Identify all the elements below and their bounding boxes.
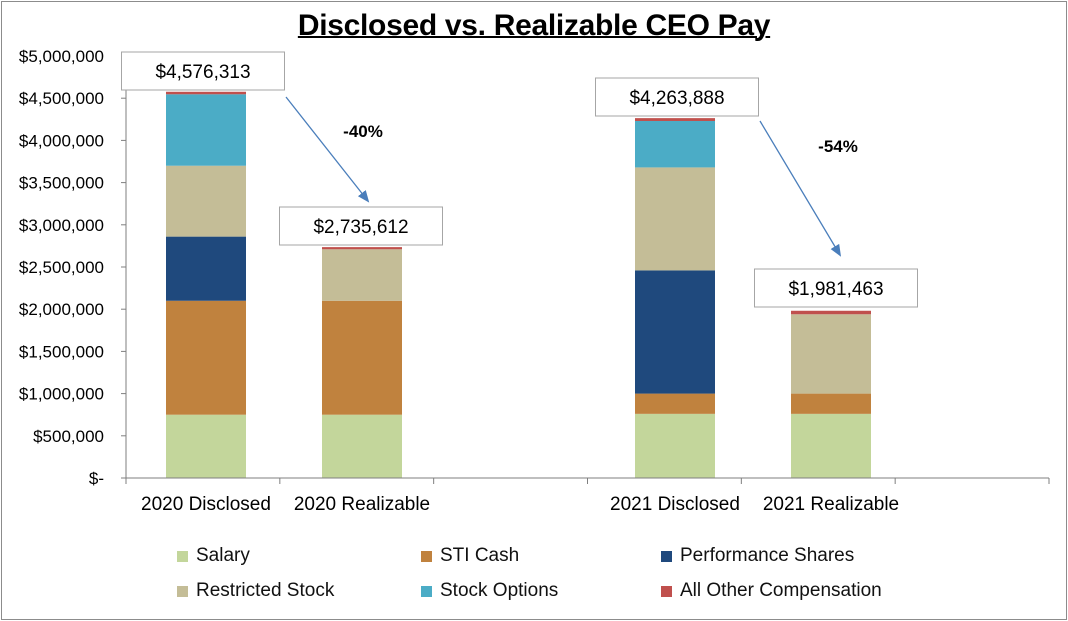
y-tick-label: $2,500,000 <box>19 258 104 277</box>
legend-item-all-other-compensation: All Other Compensation <box>661 580 882 602</box>
bar-segment-performance-shares <box>166 236 246 301</box>
total-callout-label: $4,576,313 <box>155 62 250 83</box>
bar-segment-restricted-stock <box>791 314 871 394</box>
legend-item-stock-options: Stock Options <box>421 580 558 602</box>
bar-segment-all-other-compensation <box>166 91 246 95</box>
legend-label: All Other Compensation <box>680 580 882 601</box>
bar-segment-restricted-stock <box>635 167 715 271</box>
y-tick-label: $3,000,000 <box>19 216 104 235</box>
legend-label: Restricted Stock <box>196 580 335 601</box>
bar-segment-sti-cash <box>322 300 402 415</box>
bar-segment-restricted-stock <box>166 165 246 237</box>
legend-item-salary: Salary <box>177 545 250 567</box>
bar-segment-restricted-stock <box>322 249 402 301</box>
y-tick-label: $1,500,000 <box>19 342 104 361</box>
legend-swatch <box>421 585 432 597</box>
bar-segment-all-other-compensation <box>322 247 402 250</box>
y-tick-label: $3,500,000 <box>19 174 104 193</box>
chart-title: Disclosed vs. Realizable CEO Pay <box>297 9 771 42</box>
bar-segment-sti-cash <box>635 393 715 414</box>
total-callout-box <box>754 268 918 308</box>
bar-segment-sti-cash <box>166 300 246 415</box>
bar-segment-stock-options <box>166 94 246 166</box>
legend-swatch <box>661 550 672 562</box>
legend-label: Performance Shares <box>680 545 855 566</box>
x-tick-label: 2020 Disclosed <box>141 494 271 515</box>
x-tick-label: 2020 Realizable <box>294 494 430 515</box>
change-arrow <box>285 96 370 203</box>
legend-swatch <box>177 585 188 597</box>
legend-item-restricted-stock: Restricted Stock <box>177 580 334 602</box>
bar-segment-salary <box>791 413 871 478</box>
x-tick-label: 2021 Realizable <box>763 494 899 515</box>
bar-segment-salary <box>166 414 246 478</box>
change-arrow <box>759 120 842 257</box>
y-tick-label: $4,000,000 <box>19 131 104 150</box>
bar-segment-all-other-compensation <box>791 310 871 315</box>
bar-segment-stock-options <box>635 120 715 168</box>
bar-segment-performance-shares <box>635 270 715 394</box>
total-callout-box <box>279 206 443 246</box>
y-tick-label: $500,000 <box>33 427 104 446</box>
legend-item-sti-cash: STI Cash <box>421 545 519 567</box>
total-callout-label: $2,735,612 <box>313 217 408 238</box>
legend-swatch <box>177 550 188 562</box>
change-annotation: -54% <box>818 137 858 156</box>
y-tick-label: $1,000,000 <box>19 385 104 404</box>
legend-label: STI Cash <box>440 545 520 566</box>
y-tick-label: $4,500,000 <box>19 89 104 108</box>
legend-item-performance-shares: Performance Shares <box>661 545 854 567</box>
total-callout-label: $1,981,463 <box>788 279 883 300</box>
bar-segment-salary <box>635 413 715 478</box>
change-annotation: -40% <box>343 122 383 141</box>
y-tick-label: $- <box>89 469 104 488</box>
legend-swatch <box>421 550 432 562</box>
x-tick-label: 2021 Disclosed <box>610 494 740 515</box>
total-callout-box <box>121 51 285 91</box>
legend-label: Stock Options <box>440 580 559 601</box>
bar-segment-all-other-compensation <box>635 118 715 121</box>
total-callout-label: $4,263,888 <box>629 88 724 109</box>
total-callout-box <box>595 77 759 117</box>
y-tick-label: $2,000,000 <box>19 300 104 319</box>
legend-swatch <box>661 585 672 597</box>
legend-label: Salary <box>196 545 250 566</box>
bar-segment-sti-cash <box>791 393 871 414</box>
bar-segment-salary <box>322 414 402 478</box>
y-tick-label: $5,000,000 <box>19 47 104 66</box>
